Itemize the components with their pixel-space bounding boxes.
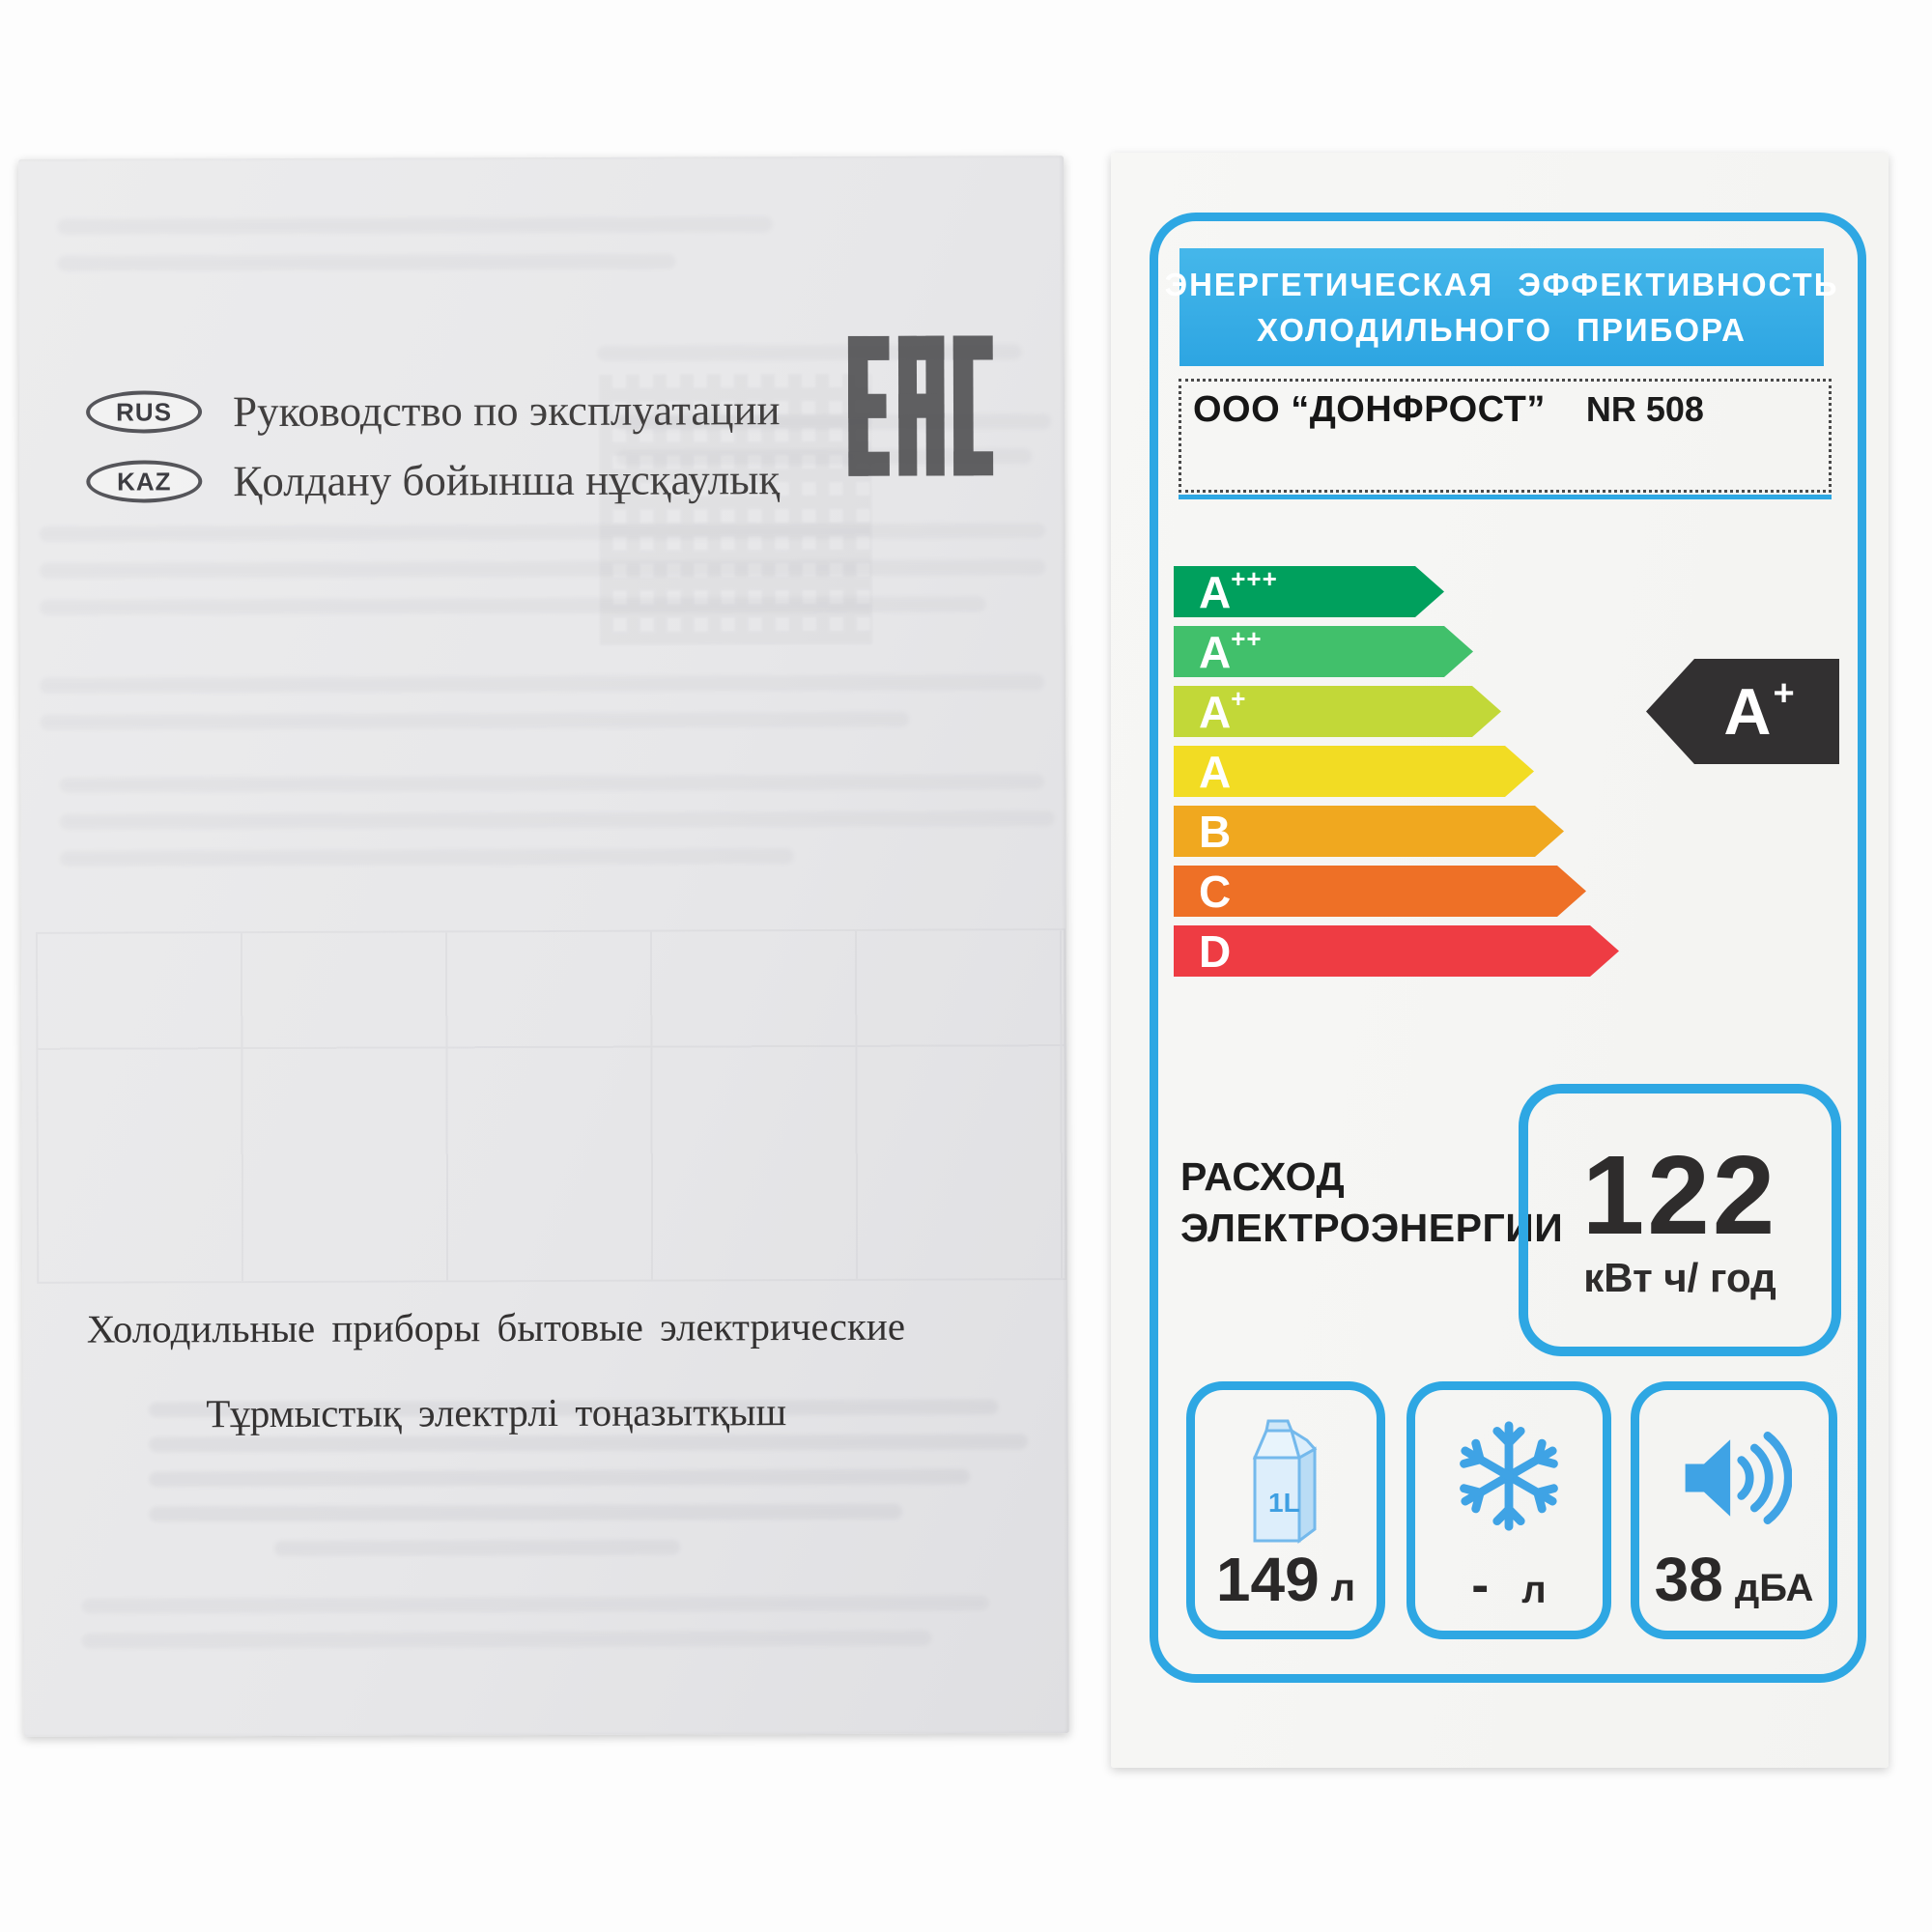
ghost-line [81, 1630, 932, 1649]
label-header: ЭНЕРГЕТИЧЕСКАЯ ЭФФЕКТИВНОСТЬ ХОЛОДИЛЬНОГ… [1165, 248, 1836, 366]
ghost-line [81, 1595, 990, 1614]
freezer-volume-box: -л [1406, 1381, 1611, 1639]
product-title-ru: Холодильные приборы бытовые электрически… [86, 1303, 906, 1351]
noise-value: 38 дБА [1654, 1545, 1814, 1614]
milk-carton-icon: 1L [1195, 1417, 1377, 1552]
fridge-volume-value: 149 л [1215, 1545, 1356, 1614]
label-title-line1: ЭНЕРГЕТИЧЕСКАЯ ЭФФЕКТИВНОСТЬ [1164, 267, 1839, 302]
energy-class-b: B [1174, 806, 1564, 857]
consumption-value-box: 122 кВт ч/ год [1519, 1084, 1841, 1356]
ghost-line [59, 848, 794, 867]
divider-rule [1179, 495, 1832, 499]
manufacturer-box: ООО “ДОНФРОСТ” NR 508 [1179, 379, 1832, 493]
ghost-line [148, 1468, 970, 1488]
energy-class-a+++: A +++ [1174, 566, 1444, 617]
kaz-badge: KAZ [86, 460, 203, 503]
rating-arrow: A + [1646, 659, 1839, 764]
energy-class-c: C [1174, 866, 1586, 917]
snowflake-icon [1415, 1417, 1603, 1535]
consumption-value: 122 [1581, 1132, 1778, 1258]
noise-box: 38 дБА [1631, 1381, 1837, 1639]
rus-title: Руководство по эксплуатации [232, 385, 781, 437]
manufacturer-row: ООО “ДОНФРОСТ” NR 508 [1181, 382, 1829, 431]
fridge-volume-box: 1L 149 л [1186, 1381, 1385, 1639]
eac-logo [847, 335, 994, 481]
product-title-kz: Тұрмыстық электрлі тоңазытқыш [206, 1389, 787, 1436]
ghost-line [149, 1503, 903, 1522]
rus-badge: RUS [85, 390, 203, 434]
ghost-table-bleed [35, 928, 1067, 1284]
ghost-line [59, 774, 1045, 793]
ghost-line [274, 1539, 681, 1556]
model-number: NR 508 [1585, 389, 1704, 429]
language-row-kaz: KAZ Қолдану бойынша нұсқаулық [86, 454, 780, 507]
energy-class-d: D [1174, 925, 1619, 977]
speaker-icon [1639, 1417, 1829, 1539]
product-title-block: Холодильные приборы бытовые электрически… [61, 1284, 931, 1457]
ghost-line [39, 559, 1046, 579]
consumption-unit: кВт ч/ год [1583, 1255, 1776, 1300]
kaz-title: Қолдану бойынша нұсқаулық [233, 455, 781, 506]
svg-text:1L: 1L [1268, 1488, 1300, 1518]
energy-class-a+: A + [1174, 686, 1501, 737]
ghost-line [59, 810, 1055, 830]
consumption-label: РАСХОД ЭЛЕКТРОЭНЕРГИИ [1180, 1154, 1564, 1250]
manual-cover-page: RUS Руководство по эксплуатации KAZ Қолд… [18, 156, 1069, 1737]
label-title-line2: ХОЛОДИЛЬНОГО ПРИБОРА [1257, 312, 1747, 348]
energy-class-a: A [1174, 746, 1534, 797]
rating-value: A [1723, 674, 1772, 749]
energy-class-scale: A +++ A ++ A + A B C D [1174, 566, 1619, 985]
ghost-line [57, 253, 676, 271]
ghost-line [40, 674, 1045, 694]
ghost-line [39, 596, 986, 615]
language-row-rus: RUS Руководство по эксплуатации [85, 384, 781, 438]
energy-class-a++: A ++ [1174, 626, 1473, 677]
label-outer-frame [1150, 213, 1866, 1683]
ghost-line [40, 711, 910, 730]
ghost-line [57, 216, 773, 235]
manufacturer-name: ООО “ДОНФРОСТ” [1193, 389, 1546, 430]
freezer-volume-value: -л [1471, 1556, 1547, 1614]
energy-label-page: ЭНЕРГЕТИЧЕСКАЯ ЭФФЕКТИВНОСТЬ ХОЛОДИЛЬНОГ… [1111, 153, 1889, 1768]
ghost-line [39, 523, 1046, 542]
